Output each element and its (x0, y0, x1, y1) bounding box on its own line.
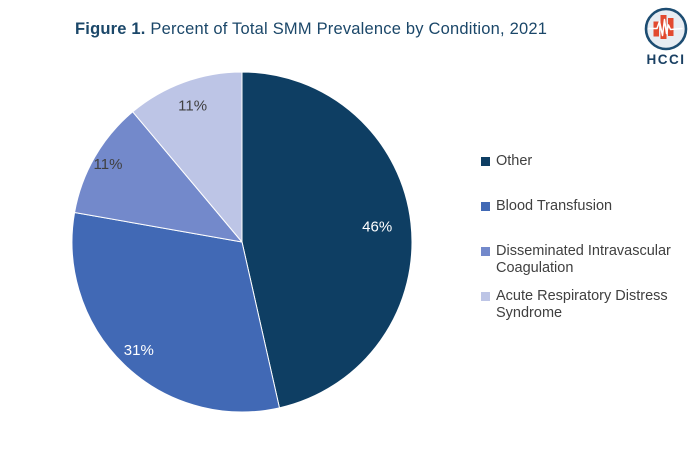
pie-slice-1 (71, 211, 280, 413)
hcci-logo-text: HCCI (646, 52, 686, 67)
pie-slice-3 (132, 71, 243, 243)
figure-title-prefix: Figure 1. (75, 20, 146, 38)
pie-slice-0 (241, 71, 413, 409)
pie-slice-2 (74, 111, 243, 243)
figure-title: Figure 1. Percent of Total SMM Prevalenc… (75, 20, 547, 39)
legend-label: Blood Transfusion (496, 198, 613, 214)
pie-slice-label-1: 31% (124, 342, 154, 359)
legend-swatch (481, 202, 490, 211)
legend-item-acute-respiratory-distress-syndrome: Acute Respiratory Distress Syndrome (481, 288, 695, 322)
legend-item-disseminated-intravascular-coagulation: Disseminated Intravascular Coagulation (481, 243, 695, 277)
pie-slice-label-0: 46% (362, 218, 392, 235)
legend-item-other: Other (481, 153, 695, 170)
legend-swatch (481, 157, 490, 166)
legend-label: Disseminated Intravascular Coagulation (496, 243, 671, 276)
legend-label: Other (496, 153, 533, 169)
pie-chart: 46% 31% 11% 11% (71, 71, 413, 413)
hcci-logo: HCCI (642, 7, 690, 67)
hcci-barchart-heartbeat-icon (644, 7, 688, 51)
pie-slice-label-2: 11% (94, 156, 123, 173)
legend-swatch (481, 247, 490, 256)
legend-item-blood-transfusion: Blood Transfusion (481, 198, 695, 215)
legend-label: Acute Respiratory Distress Syndrome (496, 288, 668, 321)
legend: Other Blood Transfusion Disseminated Int… (481, 153, 695, 322)
figure-title-text: Percent of Total SMM Prevalence by Condi… (145, 20, 548, 38)
legend-swatch (481, 292, 490, 301)
pie-slice-label-3: 11% (178, 98, 207, 115)
